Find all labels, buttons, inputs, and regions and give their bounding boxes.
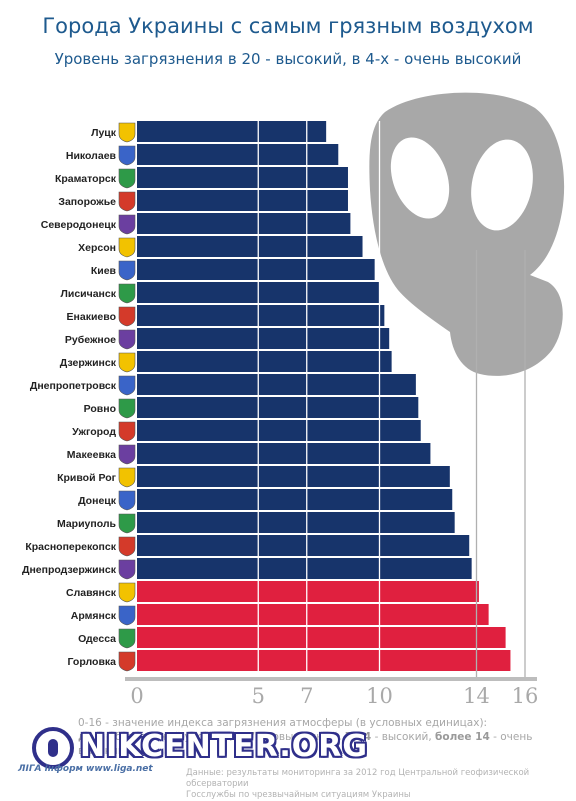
city-emblem-icon-23 (118, 628, 136, 649)
legend: 0-16 - значение индекса загрязнения атмо… (78, 716, 558, 758)
city-emblem-icon-17 (118, 490, 136, 511)
bar-13 (137, 397, 419, 418)
source-line-1: Данные: результаты мониторинга за 2012 г… (186, 768, 530, 789)
bar-11 (137, 351, 392, 372)
category-label-6: Херсон (78, 242, 116, 254)
category-label-1: Луцк (91, 127, 117, 139)
x-tick-label-5: 5 (252, 684, 265, 708)
x-tick-label-10: 10 (366, 684, 393, 708)
city-emblem-icon-10 (118, 329, 136, 350)
bar-6 (137, 236, 363, 257)
city-emblem-icon-15 (118, 444, 136, 465)
bar-23 (137, 627, 506, 648)
category-label-9: Енакиево (67, 311, 116, 323)
bar-16 (137, 466, 450, 487)
category-label-24: Горловка (68, 656, 117, 668)
x-axis-line (125, 677, 537, 681)
city-emblem-icon-19 (118, 536, 136, 557)
gas-mask-left-eye (390, 137, 450, 219)
x-tick-label-16: 16 (512, 684, 539, 708)
watermark-logo: NIKCENTER.ORG (30, 727, 367, 769)
city-emblem-icon-8 (118, 283, 136, 304)
credit-logo: ЛІГА інформ www.liga.net (18, 764, 153, 774)
city-emblem-icon-4 (118, 191, 136, 212)
bar-18 (137, 512, 455, 533)
x-tick-label-0: 0 (130, 684, 143, 708)
category-label-12: Днепропетровск (30, 380, 117, 392)
category-label-17: Донецк (78, 495, 117, 507)
city-emblem-icon-3 (118, 168, 136, 189)
bar-24 (137, 650, 511, 671)
city-emblem-icon-7 (118, 260, 136, 281)
category-label-11: Дзержинск (60, 357, 117, 369)
bar-5 (137, 213, 351, 234)
category-label-22: Армянск (71, 610, 117, 622)
bar-2 (137, 144, 339, 165)
city-emblem-icon-5 (118, 214, 136, 235)
city-emblem-icon-18 (118, 513, 136, 534)
category-label-18: Мариуполь (57, 518, 117, 530)
bar-14 (137, 420, 421, 441)
city-emblem-icon-20 (118, 559, 136, 580)
city-emblem-icon-16 (118, 467, 136, 488)
city-emblem-icon-11 (118, 352, 136, 373)
category-label-15: Макеевка (67, 449, 116, 461)
category-label-2: Николаев (66, 150, 117, 162)
legend-line-1: 0-16 - значение индекса загрязнения атмо… (78, 717, 488, 729)
x-tick-label-14: 14 (463, 684, 490, 708)
bar-17 (137, 489, 453, 510)
category-label-8: Лисичанск (61, 288, 117, 300)
category-label-21: Славянск (66, 587, 117, 599)
watermark-circle-icon (32, 727, 74, 769)
bar-1 (137, 121, 327, 142)
category-labels: Луцк Николаев Краматорск Запорожье Северодон… (22, 127, 117, 668)
bar-15 (137, 443, 431, 464)
category-label-5: Северодонецк (41, 219, 117, 231)
category-label-14: Ужгород (72, 426, 116, 438)
bar-20 (137, 558, 472, 579)
source-note: Данные: результаты мониторинга за 2012 г… (186, 768, 566, 801)
x-axis: 0 5 7 10 14 16 (125, 677, 538, 708)
city-emblem-icon-13 (118, 398, 136, 419)
chart-subtitle: Уровень загрязнения в 20 - высокий, в 4-… (54, 50, 522, 68)
guide-lines (257, 121, 526, 681)
bar-21 (137, 581, 479, 602)
category-label-16: Кривой Рог (57, 472, 117, 484)
bar-3 (137, 167, 348, 188)
gas-mask-icon (369, 92, 565, 376)
x-tick-label-7: 7 (300, 684, 313, 708)
chart-title: Города Украины с самым грязным воздухом (42, 14, 534, 38)
category-label-23: Одесса (78, 633, 116, 645)
bar-10 (137, 328, 390, 349)
city-emblem-icon-21 (118, 582, 136, 603)
category-label-13: Ровно (84, 403, 116, 415)
bar-19 (137, 535, 470, 556)
category-label-3: Краматорск (55, 173, 117, 185)
city-emblems (118, 122, 136, 672)
city-emblem-icon-6 (118, 237, 136, 258)
bar-12 (137, 374, 416, 395)
category-label-10: Рубежное (65, 334, 116, 346)
category-label-7: Киев (91, 265, 117, 277)
legend-line-2: до 5 - безопасный уровень, 5-7 - повышен… (78, 731, 533, 757)
city-emblem-icon-24 (118, 651, 136, 672)
bar-9 (137, 305, 385, 326)
city-emblem-icon-2 (118, 145, 136, 166)
bar-4 (137, 190, 348, 211)
bar-7 (137, 259, 375, 280)
bar-22 (137, 604, 489, 625)
city-emblem-icon-12 (118, 375, 136, 396)
source-line-2: Госслужбы по чрезвычайным ситуациям Укра… (186, 790, 411, 800)
gas-mask-right-eye (471, 139, 533, 231)
city-emblem-icon-1 (118, 122, 136, 143)
bars-group (137, 121, 511, 671)
city-emblem-icon-22 (118, 605, 136, 626)
category-label-4: Запорожье (58, 196, 116, 208)
watermark-text: NIKCENTER.ORG (80, 729, 369, 764)
category-label-20: Днепродзержинск (22, 564, 117, 576)
city-emblem-icon-14 (118, 421, 136, 442)
category-label-19: Красноперекопск (25, 541, 116, 553)
city-emblem-icon-9 (118, 306, 136, 327)
